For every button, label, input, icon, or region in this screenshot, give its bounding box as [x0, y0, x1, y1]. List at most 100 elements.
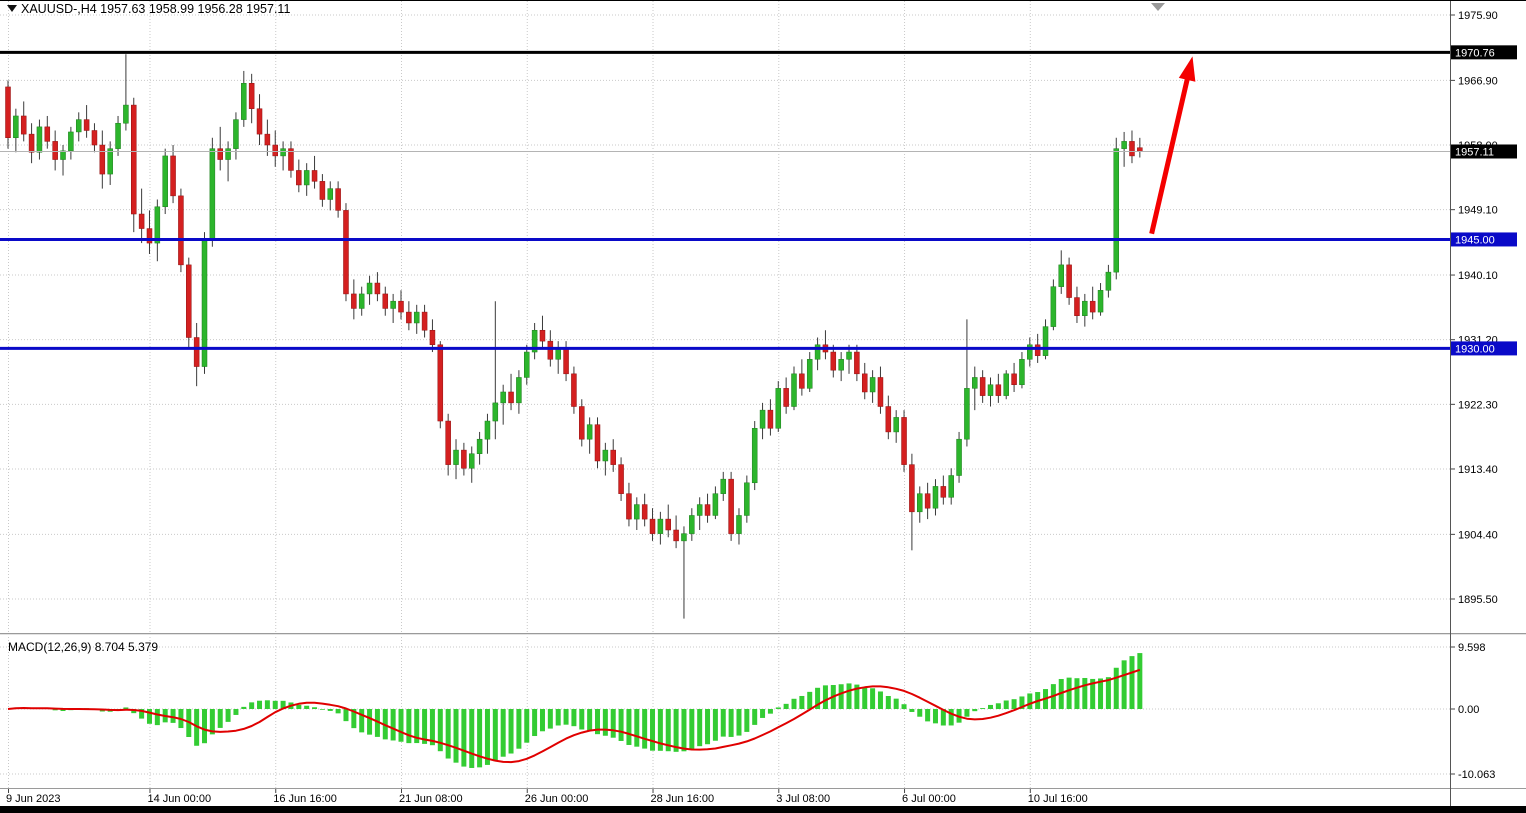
candle-bear [264, 133, 271, 146]
macd-histogram-bar [327, 708, 333, 711]
candle-bull [948, 475, 954, 498]
macd-histogram-bar [964, 708, 970, 717]
candle-bull [154, 206, 161, 244]
candle-bull [524, 351, 530, 378]
candle-bear [649, 518, 656, 534]
time-axis-strip[interactable] [0, 789, 1526, 806]
candle-bear [508, 391, 514, 404]
macd-histogram-bar [296, 704, 302, 709]
candle-bull [233, 119, 239, 149]
macd-histogram-bar [1098, 678, 1104, 709]
candle-bull [555, 348, 561, 360]
candle-bull [516, 377, 522, 404]
macd-histogram-bar [854, 684, 860, 709]
candle-bear [83, 119, 90, 131]
candle-bear [146, 228, 153, 244]
candle-bear [217, 148, 223, 160]
annotations-layer [1149, 56, 1196, 235]
candle-bull [751, 428, 758, 484]
price-badge [1451, 341, 1517, 356]
price-badge-label: 1957.11 [1455, 146, 1494, 158]
candle-bear [854, 351, 860, 375]
macd-histogram-bar [398, 708, 404, 742]
candle-bear [924, 493, 931, 509]
macd-histogram-bar [469, 708, 475, 768]
candle-bear [1129, 141, 1135, 157]
macd-histogram-bar [532, 708, 538, 737]
candle-bull [932, 486, 939, 509]
macd-histogram-bar [249, 702, 255, 709]
macd-histogram-bar [492, 708, 498, 762]
candle-bull [484, 420, 491, 440]
buy-signal-arrow-head[interactable] [1178, 56, 1196, 82]
candle-bear [626, 493, 632, 520]
macd-histogram-bar [877, 691, 883, 709]
candle-bear [429, 329, 436, 346]
price-axis[interactable]: 1975.901966.901958.001949.101940.101931.… [6, 0, 1526, 806]
price-tick-label: 1949.10 [1458, 205, 1498, 217]
candle-bear [673, 529, 679, 542]
macd-histogram-bar [932, 708, 938, 724]
candle-bear [1074, 297, 1080, 316]
macd-histogram-bar [225, 708, 231, 722]
macd-histogram-bar [539, 708, 545, 732]
candle-bear [5, 86, 11, 139]
macd-histogram-bar [414, 708, 420, 744]
macd-histogram-bar [697, 708, 703, 747]
macd-histogram-bar [500, 708, 506, 757]
price-badge [1451, 45, 1517, 60]
macd-histogram-bar [484, 708, 490, 765]
macd-histogram-bar [1027, 693, 1033, 709]
price-tick-label: 1913.40 [1458, 464, 1498, 476]
candle-bear [799, 373, 805, 389]
candle-bull [720, 478, 727, 494]
candle-bear [901, 417, 907, 465]
chart-shift-marker-icon[interactable] [1151, 3, 1165, 11]
candle-bear [594, 424, 601, 462]
price-tick-label: 1966.90 [1458, 75, 1498, 87]
candle-bull [846, 351, 852, 360]
candle-bear [44, 126, 51, 142]
candle-bull [1105, 271, 1112, 291]
candle-bull [1050, 286, 1057, 327]
candle-bull [657, 518, 664, 534]
candle-bull [531, 329, 538, 353]
macd-histogram-bar [791, 698, 797, 709]
candle-bear [343, 210, 349, 295]
macd-histogram-bar [736, 708, 742, 736]
macd-histogram-bar [170, 708, 176, 723]
time-label: 10 Jul 16:00 [1028, 793, 1088, 805]
candle-bear [563, 348, 569, 375]
macd-histogram-bar [508, 708, 514, 754]
macd-histogram-bar [815, 687, 821, 709]
macd-histogram-bar [351, 708, 357, 729]
candle-bear [1066, 264, 1072, 298]
candle-bull [759, 409, 766, 429]
candle-bear [909, 464, 915, 513]
symbol-dropdown-icon[interactable] [7, 5, 17, 12]
time-label: 21 Jun 08:00 [399, 793, 463, 805]
macd-histogram-bar [343, 708, 349, 722]
macd-histogram-bar [917, 708, 923, 717]
macd-histogram-bar [799, 695, 805, 709]
candle-bull [681, 533, 687, 542]
candle-bull [123, 104, 129, 124]
macd-histogram-bar [972, 708, 978, 712]
macd-histogram-bar [335, 708, 341, 714]
candle-bull [586, 424, 593, 440]
candle-bull [814, 344, 821, 360]
price-axis-background[interactable] [1451, 0, 1526, 806]
macd-histogram-bar [657, 708, 663, 751]
candle-bear [52, 141, 58, 160]
buy-signal-arrow-shaft[interactable] [1149, 73, 1191, 235]
levels-layer [0, 50, 1450, 350]
macd-histogram-bar [783, 703, 789, 709]
macd-histogram-bar [52, 708, 58, 711]
macd-histogram-bar [571, 708, 577, 727]
candle-bull [956, 438, 962, 476]
macd-layer [7, 653, 1143, 768]
macd-histogram-bar [980, 708, 986, 709]
macd-histogram-bar [257, 700, 263, 709]
